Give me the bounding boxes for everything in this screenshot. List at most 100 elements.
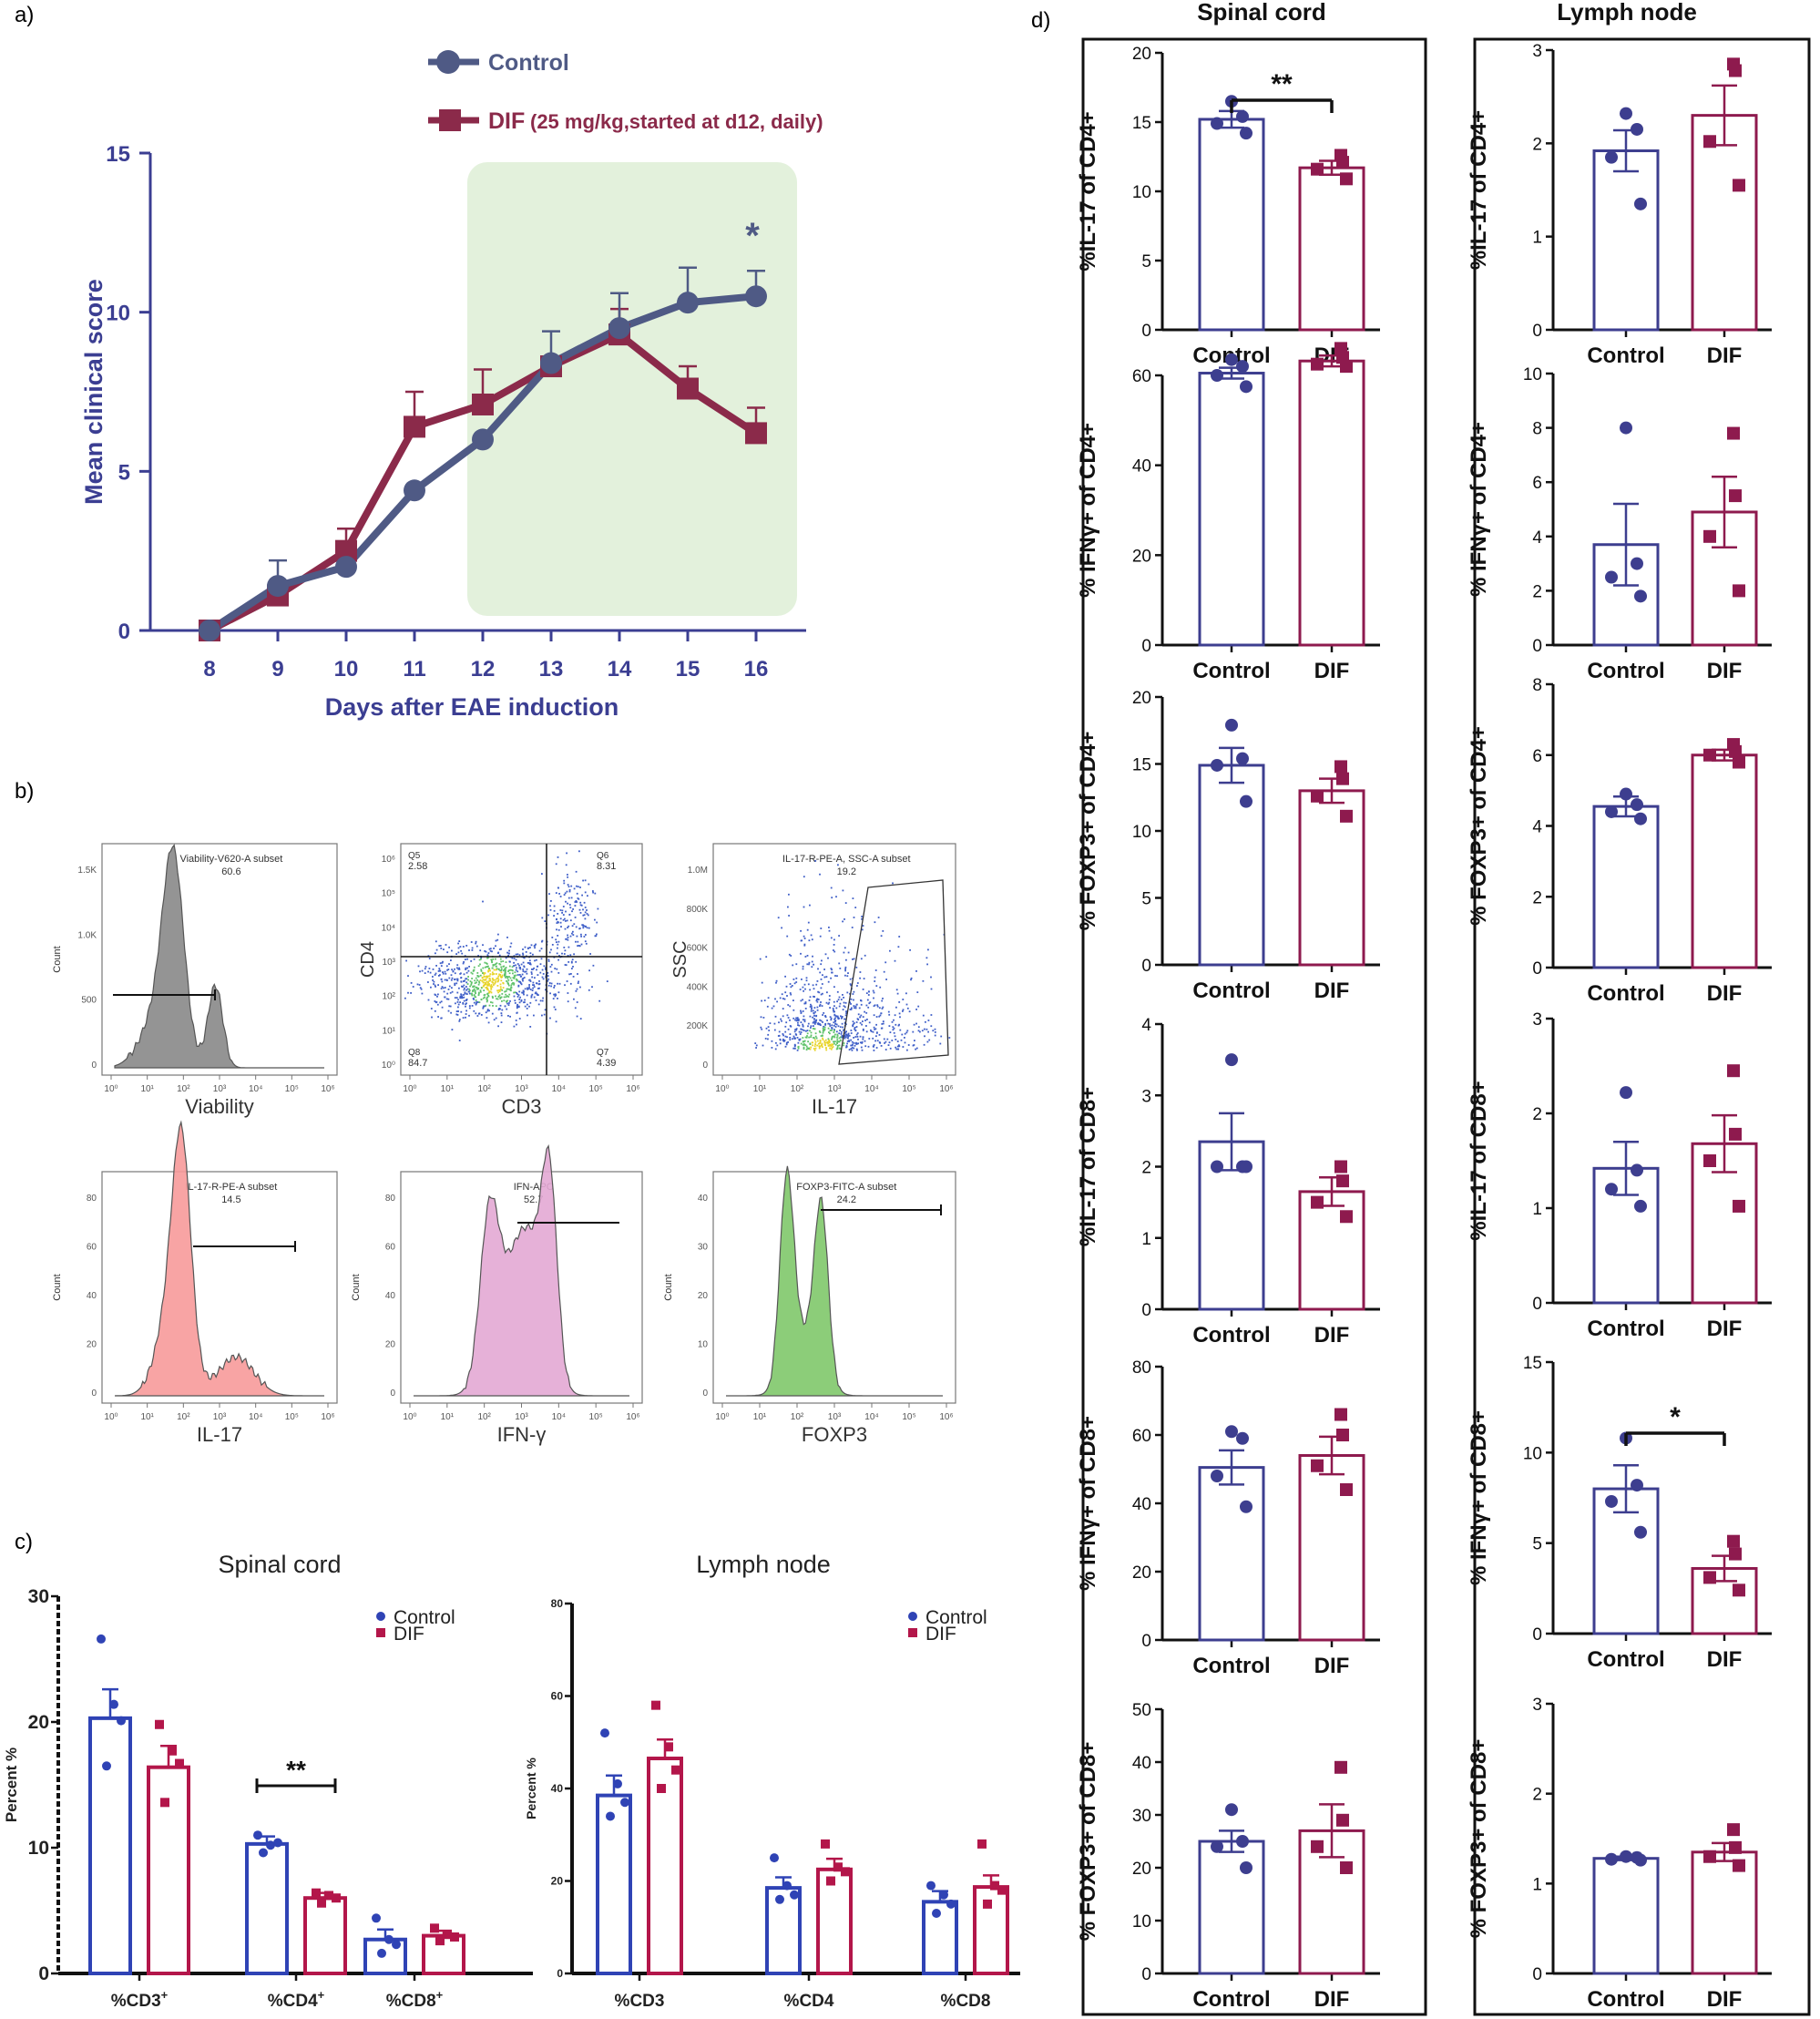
event-dot [545, 967, 547, 969]
event-dot [889, 1031, 892, 1033]
event-dot [892, 1029, 895, 1031]
data-point [1211, 1160, 1223, 1173]
event-dot [483, 994, 486, 997]
event-dot [501, 989, 504, 991]
event-dot [851, 1049, 854, 1051]
event-dot [495, 981, 496, 983]
event-dot [832, 1046, 834, 1048]
y-tick-label: 10² [383, 992, 396, 1002]
event-dot [549, 1017, 551, 1020]
event-dot [508, 989, 511, 990]
event-dot [447, 989, 450, 990]
event-dot [900, 1039, 903, 1041]
event-dot [856, 1032, 859, 1034]
event-dot [476, 975, 479, 977]
event-dot [551, 944, 554, 946]
event-dot [475, 1000, 478, 1003]
event-dot [579, 887, 581, 888]
x-tick-label: 10¹ [753, 1084, 767, 1094]
event-dot [451, 969, 453, 971]
event-dot [878, 1034, 881, 1036]
event-dot [800, 1010, 802, 1012]
y-tick-label: 1.5K [77, 866, 97, 876]
legend-control-label: Control [394, 1607, 455, 1628]
event-dot [815, 983, 818, 986]
event-dot [522, 948, 524, 950]
event-dot [816, 1009, 819, 1011]
y-tick-label: 40 [551, 1782, 564, 1795]
event-dot [458, 1019, 461, 1020]
gate-title: IL-17-R-PE-A, SSC-A subset [782, 854, 911, 865]
event-dot [800, 1012, 803, 1014]
event-dot [778, 1030, 781, 1033]
event-dot [838, 1044, 841, 1047]
bar-control [1198, 1466, 1265, 1642]
event-dot [829, 1030, 832, 1031]
y-tick-label: 40 [1132, 1754, 1151, 1773]
bar-dif [1691, 753, 1758, 969]
event-dot [435, 940, 437, 943]
event-dot [882, 1022, 884, 1025]
data-point [1605, 1852, 1618, 1866]
event-dot [510, 942, 513, 945]
event-dot [509, 977, 512, 979]
event-dot [811, 966, 813, 969]
event-dot [802, 968, 804, 970]
event-dot [826, 1041, 829, 1044]
event-dot [520, 983, 523, 986]
event-dot [404, 997, 406, 999]
event-dot [488, 975, 491, 978]
event-dot [558, 982, 561, 985]
x-tick-label: 10⁵ [589, 1084, 603, 1094]
y-axis-title: % FOXP3+ of CD4+ [1467, 726, 1491, 926]
data-point [1733, 1199, 1745, 1213]
data-point [997, 1885, 1007, 1895]
event-dot [851, 1047, 854, 1049]
y-axis-title: % IFNγ+ of CD8+ [1076, 1416, 1100, 1591]
event-dot [435, 948, 438, 951]
event-dot [906, 1049, 908, 1051]
event-dot [432, 969, 435, 970]
event-dot [779, 1042, 782, 1045]
data-point [606, 1811, 615, 1821]
event-dot [437, 970, 440, 972]
event-dot [410, 992, 412, 994]
event-dot [821, 1005, 823, 1007]
event-dot [835, 896, 837, 898]
event-dot [822, 1039, 824, 1041]
event-dot [529, 989, 532, 990]
event-dot [786, 1014, 789, 1017]
event-dot [527, 989, 529, 990]
event-dot [497, 1009, 500, 1010]
event-dot [797, 1021, 799, 1024]
event-dot [418, 984, 421, 986]
data-point [377, 1948, 386, 1958]
event-dot [508, 949, 510, 952]
event-dot [506, 1008, 508, 1010]
event-dot [874, 1040, 876, 1042]
x-tick-label: DIF [1314, 1323, 1350, 1348]
data-point [1311, 1459, 1324, 1472]
data-point [1225, 718, 1238, 732]
event-dot [843, 1042, 845, 1044]
event-dot [440, 1017, 443, 1020]
event-dot [487, 1021, 490, 1024]
event-dot [797, 1024, 799, 1026]
event-dot [539, 999, 542, 1002]
event-dot [497, 1025, 499, 1028]
event-dot [583, 914, 586, 917]
data-point [1634, 589, 1647, 603]
event-dot [812, 1037, 814, 1039]
y-tick-label: 20 [1132, 45, 1151, 64]
event-dot [568, 890, 571, 893]
event-dot [501, 976, 504, 979]
event-dot [804, 988, 806, 990]
event-dot [905, 992, 907, 995]
event-dot [559, 917, 562, 920]
data-point [926, 1881, 936, 1891]
event-dot [515, 1020, 517, 1021]
event-dot [492, 981, 495, 984]
x-tick-label: 10⁶ [939, 1084, 953, 1094]
superscript: + [436, 1988, 444, 2002]
